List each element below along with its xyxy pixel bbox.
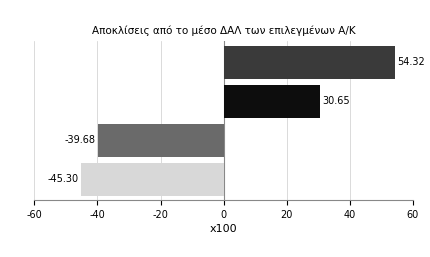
Bar — [81, 163, 224, 196]
Text: 54.32: 54.32 — [397, 58, 425, 68]
Text: 30.65: 30.65 — [323, 96, 350, 106]
Bar — [98, 124, 224, 157]
Text: -39.68: -39.68 — [65, 135, 96, 145]
Title: Αποκλίσεις από το μέσο ΔΑΛ των επιλεγμένων Α/Κ: Αποκλίσεις από το μέσο ΔΑΛ των επιλεγμέν… — [92, 26, 356, 36]
Bar — [224, 46, 395, 79]
X-axis label: x100: x100 — [210, 224, 237, 234]
Bar — [224, 85, 320, 118]
Text: -45.30: -45.30 — [47, 174, 78, 184]
